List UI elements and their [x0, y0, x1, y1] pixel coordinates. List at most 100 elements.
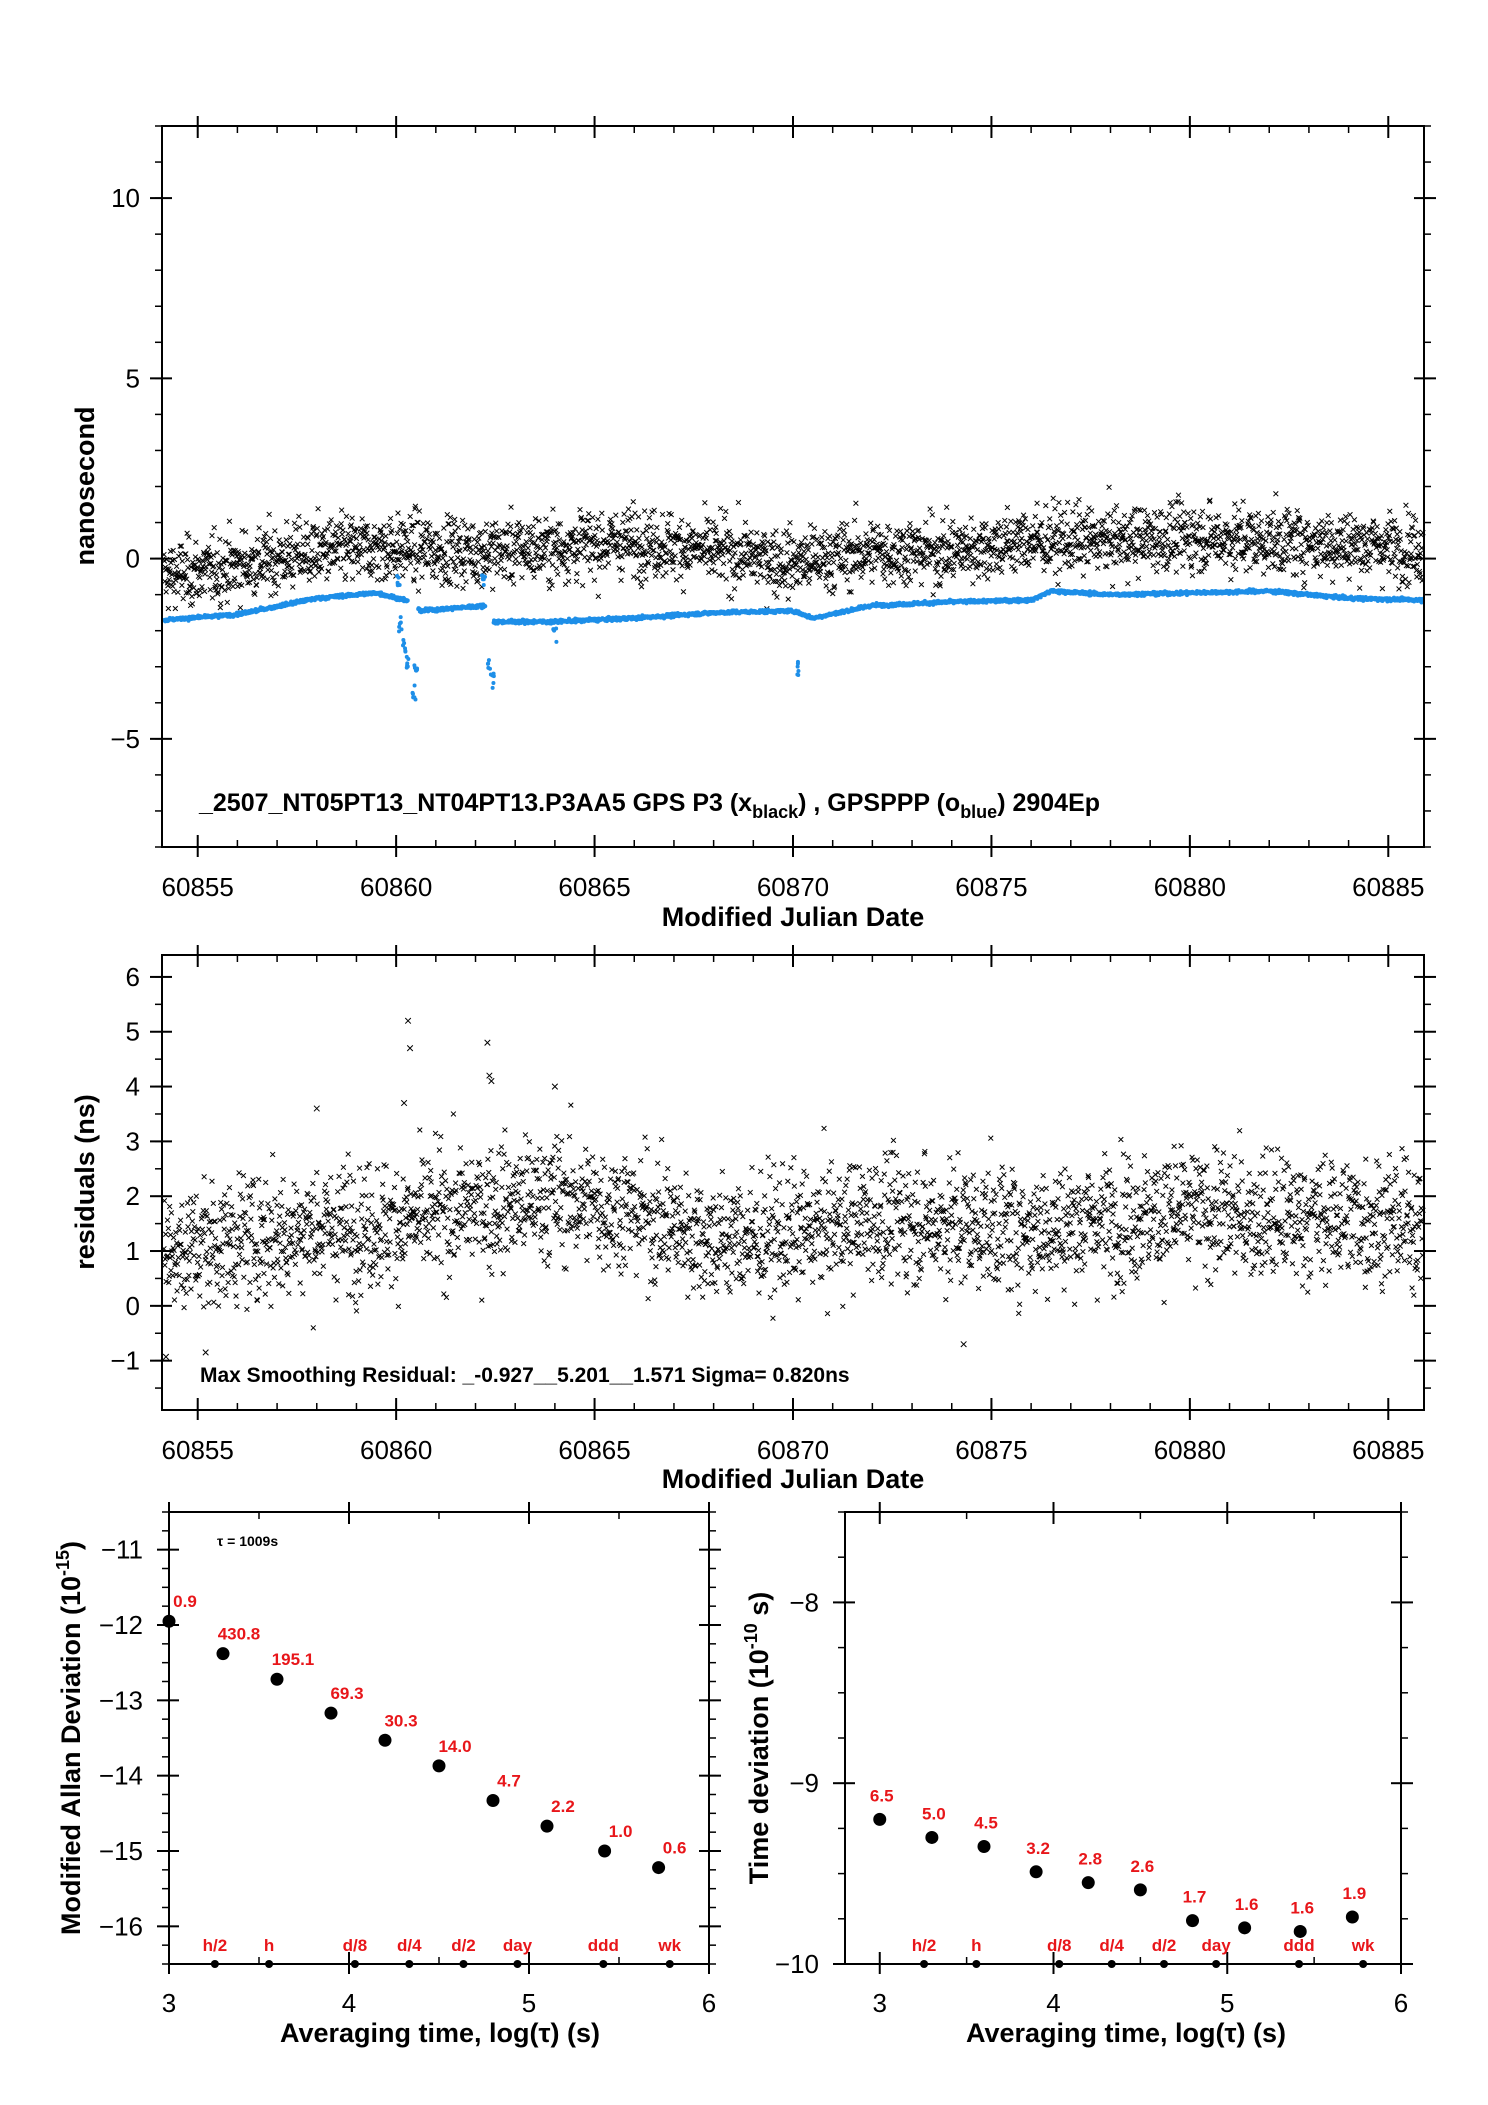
- x-marker: [830, 559, 837, 566]
- x-marker: [572, 552, 579, 559]
- x-marker: [1202, 555, 1208, 561]
- x-marker: [1324, 520, 1330, 526]
- x-marker: [183, 590, 190, 596]
- x-marker: [504, 543, 510, 549]
- x-marker: [355, 569, 362, 576]
- x-marker: [1003, 524, 1010, 530]
- x-marker: [447, 514, 454, 521]
- x-marker: [452, 528, 458, 535]
- x-marker: [1058, 519, 1065, 525]
- x-marker: [818, 540, 825, 547]
- x-marker: [272, 528, 278, 534]
- x-marker: [268, 567, 275, 574]
- x-marker: [225, 585, 232, 592]
- x-marker: [271, 580, 278, 587]
- x-marker: [384, 564, 390, 570]
- x-marker: [189, 593, 195, 600]
- x-marker: [264, 551, 270, 557]
- x-marker: [670, 567, 676, 573]
- x-marker: [1073, 502, 1079, 508]
- x-marker: [1364, 536, 1371, 542]
- x-marker: [1205, 552, 1212, 559]
- x-marker: [326, 548, 332, 554]
- x-marker: [721, 538, 727, 544]
- x-marker: [1187, 540, 1193, 547]
- x-marker: [515, 534, 522, 541]
- x-marker: [307, 568, 313, 574]
- x-marker: [440, 555, 446, 561]
- x-marker: [536, 518, 542, 524]
- x-marker: [213, 572, 220, 578]
- x-marker: [249, 555, 256, 562]
- x-marker: [1406, 579, 1412, 586]
- x-marker: [1333, 563, 1339, 569]
- x-marker: [460, 585, 466, 592]
- x-marker: [268, 592, 274, 599]
- x-marker: [865, 558, 872, 564]
- x-marker: [509, 572, 516, 578]
- x-marker: [636, 535, 642, 542]
- x-marker: [1404, 583, 1411, 590]
- x-marker: [526, 551, 533, 557]
- blue-point: [405, 598, 410, 603]
- x-marker: [427, 522, 433, 528]
- x-marker: [1099, 523, 1105, 529]
- x-marker: [316, 556, 323, 563]
- x-marker: [791, 539, 797, 545]
- x-marker: [314, 550, 321, 557]
- x-marker: [871, 536, 877, 543]
- x-marker: [531, 540, 538, 546]
- x-marker: [609, 521, 615, 527]
- x-marker: [1356, 585, 1363, 591]
- x-marker: [1301, 584, 1307, 591]
- x-marker: [338, 507, 345, 513]
- x-marker: [216, 565, 222, 571]
- x-marker: [1293, 546, 1299, 552]
- x-marker: [431, 551, 437, 558]
- x-marker: [1405, 510, 1412, 517]
- x-marker: [224, 599, 231, 606]
- x-marker: [321, 527, 328, 533]
- x-marker: [393, 539, 400, 545]
- x-marker: [382, 533, 389, 539]
- x-marker: [1324, 562, 1331, 569]
- x-marker: [206, 551, 213, 558]
- x-marker: [396, 526, 403, 532]
- x-marker: [205, 544, 212, 551]
- x-marker: [623, 534, 630, 540]
- x-marker: [748, 529, 754, 535]
- x-marker: [338, 521, 344, 527]
- x-marker: [546, 585, 553, 592]
- x-marker: [318, 565, 325, 572]
- x-marker: [659, 511, 666, 518]
- x-marker: [475, 558, 482, 565]
- x-marker: [628, 527, 634, 533]
- x-marker: [490, 540, 496, 546]
- x-marker: [1174, 519, 1181, 526]
- x-marker: [287, 534, 294, 541]
- x-marker: [473, 571, 480, 577]
- x-marker: [172, 605, 179, 612]
- x-marker: [506, 529, 513, 535]
- x-marker: [1084, 511, 1091, 518]
- x-marker: [177, 543, 183, 549]
- x-marker: [881, 576, 888, 582]
- x-marker: [519, 524, 526, 531]
- x-marker: [345, 548, 352, 555]
- x-marker: [320, 533, 327, 540]
- x-marker: [604, 552, 610, 559]
- x-marker: [346, 554, 352, 561]
- x-marker: [230, 583, 236, 590]
- x-marker: [558, 551, 565, 557]
- x-marker: [555, 521, 561, 527]
- x-marker: [441, 525, 447, 531]
- x-marker: [589, 514, 596, 521]
- x-marker: [516, 560, 523, 567]
- x-marker: [450, 559, 457, 565]
- x-marker: [579, 538, 585, 544]
- x-marker: [1177, 513, 1183, 520]
- x-marker: [967, 563, 973, 570]
- x-marker: [167, 568, 173, 574]
- x-marker: [898, 573, 905, 579]
- x-marker: [214, 550, 220, 556]
